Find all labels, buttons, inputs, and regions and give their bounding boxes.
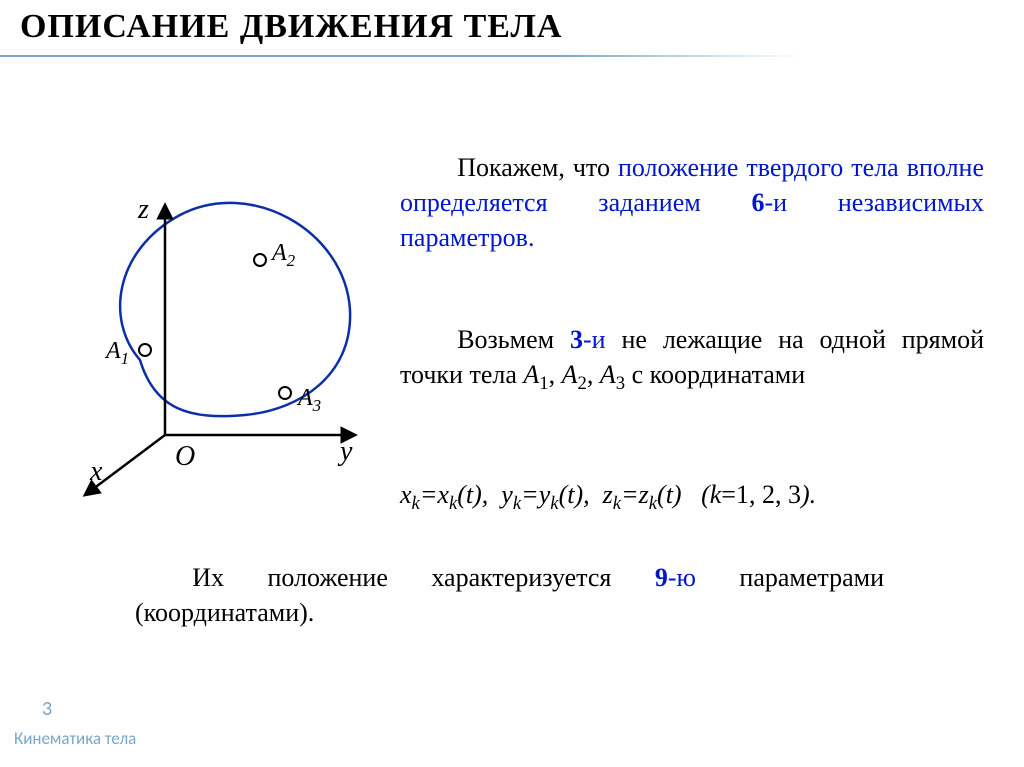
axis-label-y: y <box>337 436 353 467</box>
coordinate-diagram: z y x O A1 A2 A3 <box>50 160 380 500</box>
paragraph-2: Возьмем 3-и не лежащие на одной прямой т… <box>400 322 984 397</box>
point-a2 <box>254 254 266 266</box>
p1-lead: Покажем, что <box>457 153 618 182</box>
axis-label-z: z <box>137 194 149 225</box>
point-label-a1: A1 <box>104 338 129 368</box>
paragraph-1: Покажем, что положение твердого тела впо… <box>400 150 984 255</box>
origin-label: O <box>175 441 195 472</box>
point-label-a3: A3 <box>296 385 321 415</box>
point-a3 <box>279 387 291 399</box>
coordinates-equation: xk=xk(t), yk=yk(t), zk=zk(t) (k=1, 2, 3)… <box>400 480 984 515</box>
slide: ОПИСАНИЕ ДВИЖЕНИЯ ТЕЛА z y x O A1 A2 <box>0 0 1024 767</box>
slide-title: ОПИСАНИЕ ДВИЖЕНИЯ ТЕЛА <box>20 8 562 46</box>
title-underline <box>0 55 800 57</box>
point-a1 <box>139 344 151 356</box>
axis-label-x: x <box>89 456 103 487</box>
point-label-a2: A2 <box>270 240 296 270</box>
paragraph-3: Их положение характеризуется 9-ю парамет… <box>135 560 884 630</box>
page-number: 3 <box>42 697 52 721</box>
rigid-body-outline <box>120 203 350 416</box>
footer-label: Кинематика тела <box>14 728 136 749</box>
